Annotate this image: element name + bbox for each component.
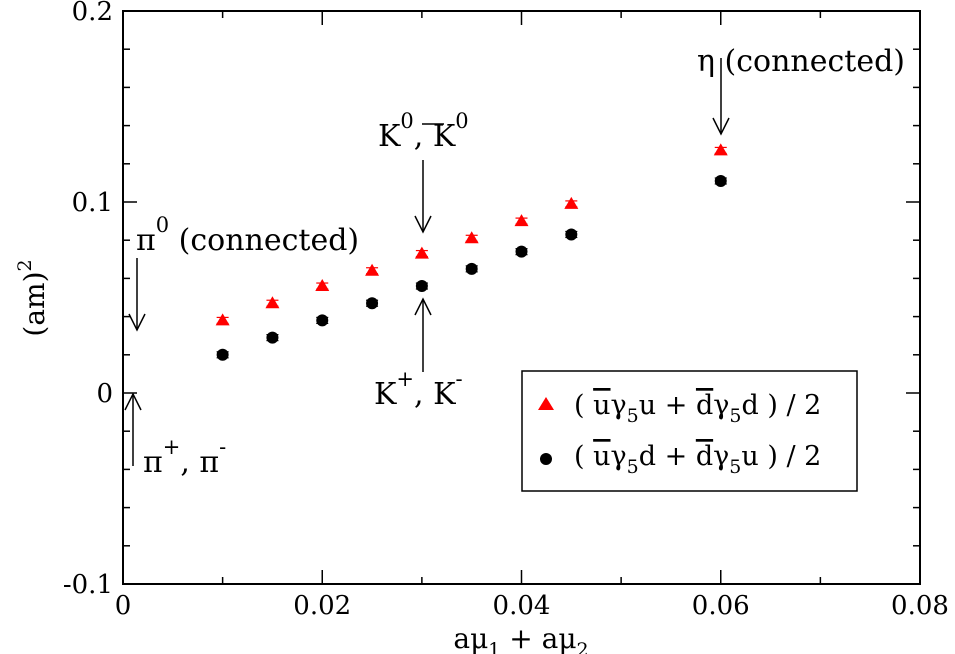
data-point-triangle: [414, 246, 429, 259]
data-point-circle: [316, 314, 329, 327]
x-tick-label: 0.02: [293, 591, 351, 621]
annotation-pi0-label: π0 (connected): [136, 213, 359, 258]
plot-frame: [122, 10, 921, 585]
data-point-triangle: [215, 313, 230, 326]
data-point-triangle: [713, 143, 728, 156]
data-point-circle: [266, 331, 279, 344]
annotation-k0-label: K0, K0: [378, 109, 469, 154]
annotation-k0: K0, K0: [378, 109, 469, 234]
legend-entry-1: ( uγ5u + dγ5d ) / 2: [574, 390, 821, 427]
data-point-circle: [465, 262, 478, 275]
annotation-pipm-arrowhead: [124, 392, 142, 411]
annotation-pi0: π0 (connected): [128, 213, 359, 332]
legend: ( uγ5u + dγ5d ) / 2 ( uγ5d + dγ5u ) / 2: [521, 370, 858, 492]
y-tick-labels: -0.1 0 0.1 0.2: [63, 0, 113, 600]
data-point-circle: [415, 280, 428, 293]
x-axis-label: aμ1 + aμ2: [453, 622, 588, 654]
y-axis-label: (am)2: [14, 259, 51, 336]
x-tick-label: 0.08: [891, 591, 949, 621]
legend-marker-triangle: [538, 397, 554, 410]
annotation-kpm-label: K+, K-: [374, 367, 463, 412]
data-point-circle: [216, 348, 229, 361]
x-tick-label: 0.04: [493, 591, 551, 621]
x-tick-label: 0: [115, 591, 132, 621]
data-point-circle: [565, 228, 578, 241]
data-point-triangle: [564, 196, 579, 209]
data-point-circle: [515, 245, 528, 258]
legend-marker-circle: [540, 453, 552, 465]
data-point-triangle: [464, 231, 479, 244]
data-point-triangle: [514, 214, 529, 227]
annotation-eta: η (connected): [697, 44, 905, 136]
data-point-triangle: [365, 263, 380, 276]
data-point-triangle: [315, 279, 330, 292]
annotation-eta-label: η (connected): [697, 44, 905, 79]
data-point-circle: [366, 297, 379, 310]
data-point-triangle: [265, 296, 280, 309]
x-tick-labels: 0 0.02 0.04 0.06 0.08: [115, 591, 949, 621]
data-point-circle: [714, 174, 727, 187]
annotation-kpm-arrowhead: [414, 297, 432, 316]
annotation-kpm: K+, K-: [374, 297, 463, 412]
annotation-pi0-arrowhead: [128, 313, 146, 332]
y-tick-label: 0: [96, 379, 113, 409]
y-tick-label: 0.2: [72, 0, 113, 27]
legend-entry-2: ( uγ5d + dγ5u ) / 2: [574, 441, 821, 478]
y-tick-label: -0.1: [63, 570, 113, 600]
annotation-pipm-label: π+, π-: [143, 435, 226, 480]
axis-ticks: [122, 10, 921, 585]
y-tick-label: 0.1: [72, 188, 113, 218]
annotation-eta-arrowhead: [712, 117, 730, 136]
annotation-pipm: π+, π-: [124, 392, 226, 480]
legend-box: [521, 370, 858, 492]
x-tick-label: 0.06: [692, 591, 750, 621]
data-marks: [215, 143, 728, 361]
annotation-k0-arrowhead: [414, 215, 432, 234]
